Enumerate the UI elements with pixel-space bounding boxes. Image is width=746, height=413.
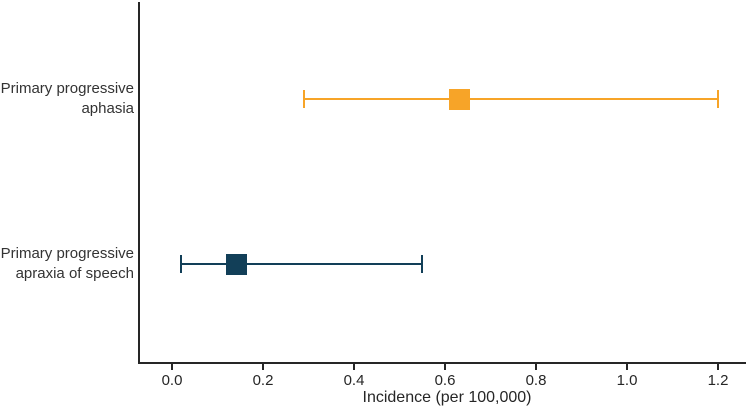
category-label: Primary progressive aphasia [0,79,134,117]
x-tick-label: 0.6 [434,372,456,389]
error-bar-cap-left [180,255,183,273]
x-tick-mark [717,364,719,370]
x-tick-mark [353,364,355,370]
point-marker [448,89,470,110]
x-tick-mark [535,364,537,370]
error-bar-cap-right [717,90,719,108]
error-bar-cap-left [302,90,305,108]
x-tick-label: 0.0 [161,372,183,389]
error-bar-cap-right [421,255,424,273]
x-tick-label: 0.4 [343,372,365,389]
point-marker [225,254,247,275]
error-bar [303,98,718,100]
x-tick-mark [262,364,264,370]
x-axis-line [138,362,746,364]
x-tick-label: 1.0 [616,372,638,389]
category-label: Primary progressive apraxia of speech [0,244,134,282]
y-axis-line [138,2,140,364]
x-tick-label: 1.2 [707,372,729,389]
x-axis-label: Incidence (per 100,000) [362,389,532,406]
x-tick-mark [444,364,446,370]
x-tick-mark [171,364,173,370]
error-bar [181,263,423,265]
x-tick-mark [626,364,628,370]
x-tick-label: 0.2 [252,372,274,389]
x-tick-label: 0.8 [525,372,547,389]
